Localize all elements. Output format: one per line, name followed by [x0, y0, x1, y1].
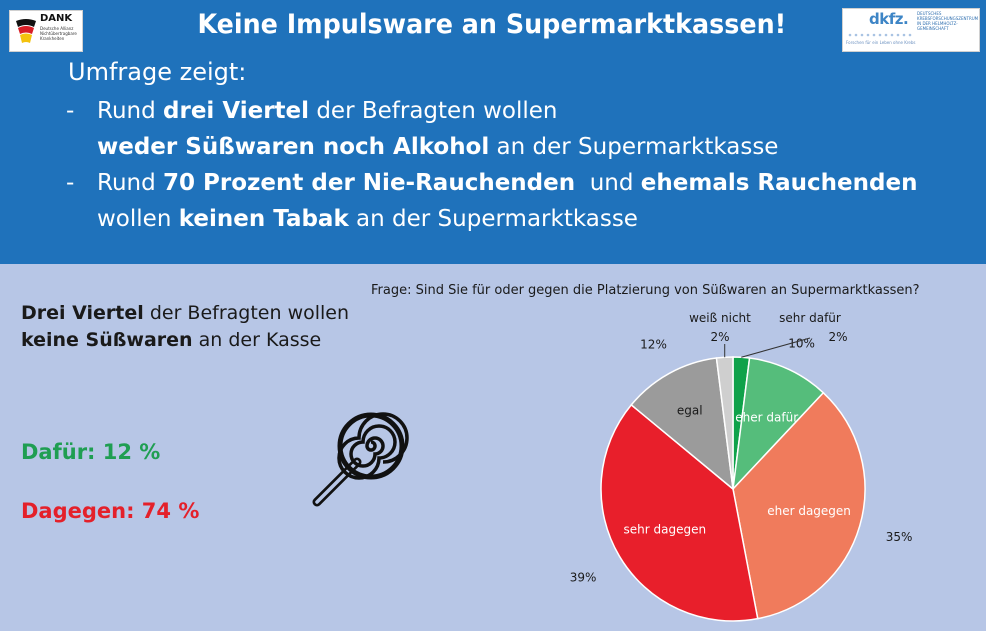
slice-percent-label: 35%: [886, 530, 913, 544]
for-percentage: Dafür: 12 %: [21, 440, 161, 464]
against-percentage: Dagegen: 74 %: [21, 499, 200, 523]
bullet-1-emphasis: drei Viertel: [163, 98, 310, 124]
bullet-1-emphasis-2: weder Süßwaren noch Alkohol: [97, 134, 490, 160]
dank-emblem-icon: [16, 19, 36, 43]
bullet-1-text-end: der Befragten wollen: [309, 98, 558, 124]
pie-slice-eher-dafür: [731, 357, 825, 492]
leader-line: [741, 337, 811, 358]
lollipop-icon: [312, 412, 409, 507]
summary-text-1: der Befragten wollen: [143, 302, 350, 324]
bullet-1-text-2: an der Supermarktkasse: [489, 134, 779, 160]
pie-slice-sehr-dagegen: [600, 403, 759, 622]
dkfz-logo-tagline: Forschen für ein Leben ohne Krebs: [846, 40, 916, 45]
slice-percent-label: 12%: [640, 337, 667, 351]
slice-percent-label: 39%: [570, 571, 597, 585]
bullet-dash: -: [66, 98, 75, 124]
pie-slice-egal: [630, 357, 734, 491]
dank-logo-subtitle: Deutsche Allianz Nichtübertragbare Krank…: [40, 26, 77, 41]
summary-line-2: keine Süßwaren an der Kasse: [21, 327, 349, 354]
slice-name-label: eher dagegen: [767, 504, 851, 518]
slice-name-label: sehr dafür: [779, 311, 841, 325]
bullet-2-text-2: wollen: [97, 206, 179, 232]
pie-slice-weiß-nicht: [715, 356, 734, 490]
slice-name-label: weiß nicht: [689, 311, 751, 325]
summary-text-2: an der Kasse: [192, 329, 322, 351]
dkfz-logo: dkfz. DEUTSCHES KREBSFORSCHUNGSZENTRUM I…: [842, 8, 980, 52]
pie-slice-eher-dagegen: [732, 391, 866, 620]
slice-name-label: eher dafür: [735, 410, 798, 424]
dank-logo: DANK Deutsche Allianz Nichtübertragbare …: [9, 10, 83, 52]
dkfz-logo-subtitle: DEUTSCHES KREBSFORSCHUNGSZENTRUM IN DER …: [917, 11, 979, 31]
dkfz-logo-name: dkfz.: [869, 10, 909, 28]
chart-title: Frage: Sind Sie für oder gegen die Platz…: [371, 283, 920, 298]
slice-percent-label: 2%: [710, 330, 729, 344]
bullet-dash: -: [66, 170, 75, 196]
survey-intro: Umfrage zeigt:: [68, 58, 247, 86]
bullet-1-line-2: weder Süßwaren noch Alkohol an der Super…: [97, 134, 778, 160]
bullet-2-text: Rund: [97, 170, 164, 196]
slice-name-label: sehr dagegen: [624, 522, 707, 536]
bullet-2-text-mid: und: [575, 170, 641, 196]
pie-chart: eher dafür eher dagegen sehr dagegen egal 10…: [570, 311, 913, 622]
bullet-2-emphasis: 70 Prozent der Nie-Rauchenden: [163, 170, 576, 196]
bullet-1-line-1: Rund drei Viertel der Befragten wollen: [97, 98, 557, 124]
dank-logo-name: DANK: [40, 13, 73, 24]
page-title: Keine Impulsware an Supermarktkassen!: [197, 9, 787, 40]
slice-percent-label: 10%: [788, 336, 815, 350]
summary-emphasis-2: keine Süßwaren: [21, 329, 193, 351]
bullet-2-emphasis-3: keinen Tabak: [178, 206, 349, 232]
summary-line-1: Drei Viertel der Befragten wollen: [21, 300, 349, 327]
slice-name-label: egal: [677, 403, 703, 417]
summary-emphasis-1: Drei Viertel: [21, 302, 144, 324]
bullet-2-line-2: wollen keinen Tabak an der Supermarktkas…: [97, 206, 638, 232]
bullet-2-line-1: Rund 70 Prozent der Nie-Rauchenden und e…: [97, 170, 917, 196]
dkfz-dots-icon: [848, 33, 912, 37]
bullet-2-emphasis-2: ehemals Rauchenden: [640, 170, 918, 196]
slice-percent-label: 2%: [828, 330, 847, 344]
summary-text: Drei Viertel der Befragten wollen keine …: [21, 300, 349, 354]
bullet-2-text-3: an der Supermarktkasse: [348, 206, 638, 232]
bullet-1-text: Rund: [97, 98, 164, 124]
header-banner: DANK Deutsche Allianz Nichtübertragbare …: [0, 0, 986, 264]
